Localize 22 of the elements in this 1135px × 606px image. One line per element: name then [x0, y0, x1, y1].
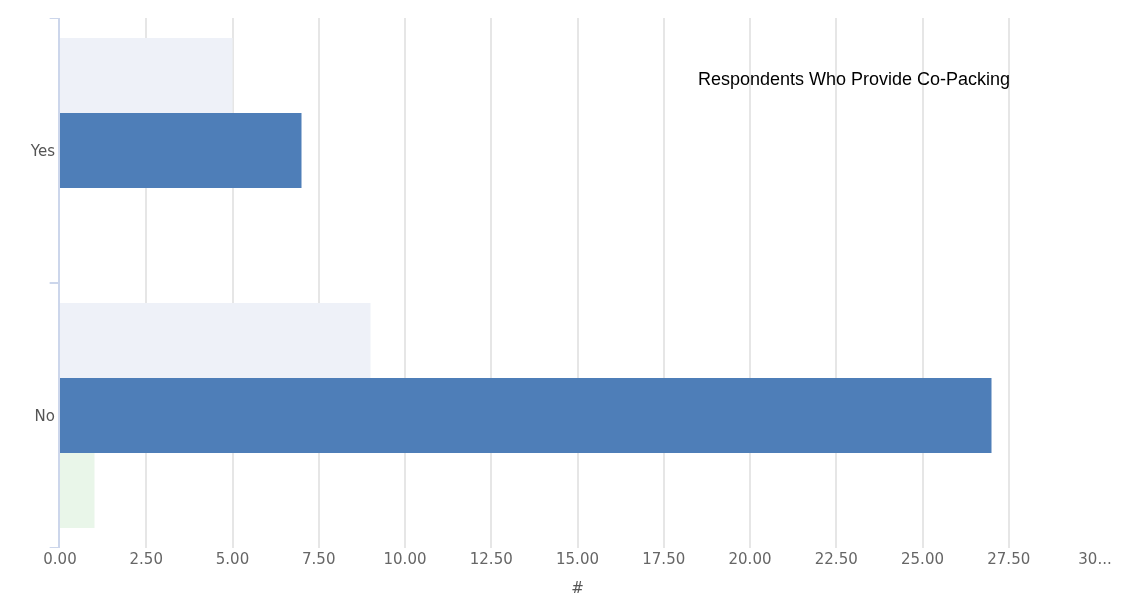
bar	[60, 302, 371, 378]
x-axis-title: #	[571, 579, 584, 597]
x-tick-label: 17.50	[642, 550, 686, 568]
x-tick-label: 25.00	[901, 550, 944, 568]
x-tick-label: 27.50	[987, 550, 1031, 568]
x-tick-label: 7.50	[302, 550, 336, 568]
text: Respondents Who Provide Co-Packing	[697, 69, 1011, 90]
y-tick-label: Yes	[29, 141, 56, 160]
bar	[60, 112, 302, 189]
bar	[60, 453, 95, 529]
bar	[60, 377, 992, 454]
bar	[60, 37, 233, 113]
x-tick-label: 30...	[1078, 550, 1112, 568]
x-tick-label: 12.50	[469, 550, 513, 568]
x-tick-label: 2.50	[129, 550, 163, 568]
x-tick-label: 22.50	[814, 550, 858, 568]
x-tick-label: 5.00	[215, 550, 250, 568]
y-tick-label: No	[34, 406, 55, 425]
x-tick-label: 10.00	[383, 550, 427, 568]
x-tick-label: 0.00	[43, 550, 77, 568]
x-tick-label: 15.00	[556, 550, 599, 568]
x-tick-label: 20.00	[728, 550, 772, 568]
